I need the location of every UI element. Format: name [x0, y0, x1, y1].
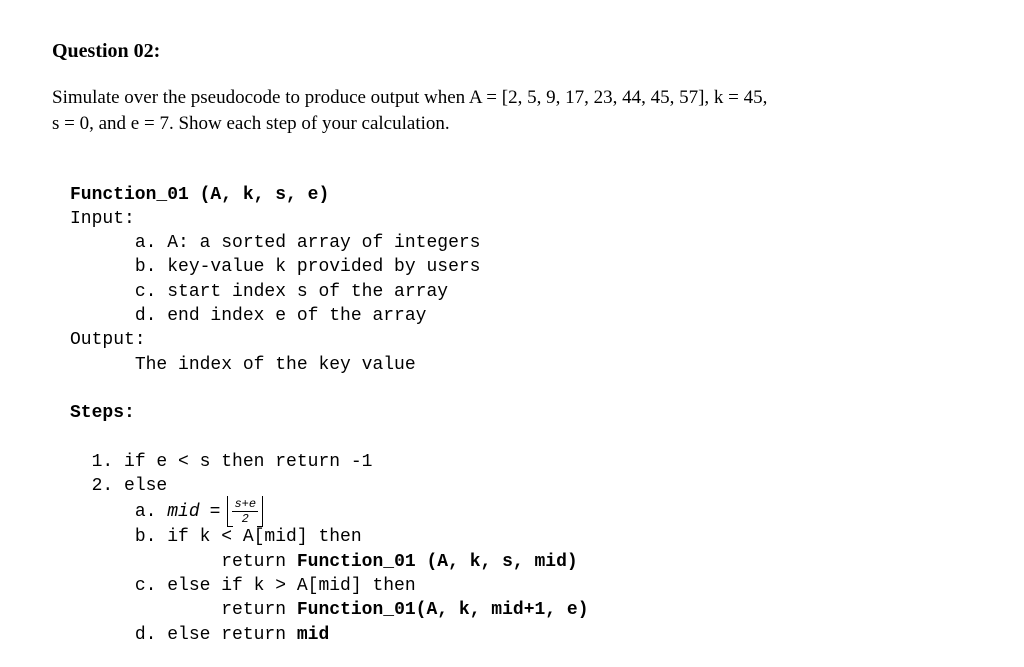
fraction: s+e2: [232, 498, 258, 525]
steps-label: Steps:: [70, 403, 135, 423]
output-label: Output:: [70, 330, 146, 350]
step-2: 2. else: [92, 476, 168, 496]
step-2a-label: a.: [135, 500, 167, 524]
question-prompt: Simulate over the pseudocode to produce …: [52, 85, 972, 136]
pseudocode-block: Function_01 (A, k, s, e) Input: a. A: a …: [52, 158, 972, 647]
output-desc: The index of the key value: [135, 355, 416, 375]
input-d: d. end index e of the array: [135, 306, 427, 326]
prompt-line-1: Simulate over the pseudocode to produce …: [52, 87, 767, 108]
step-2a-mid: mid: [167, 500, 199, 524]
fraction-numerator: s+e: [232, 498, 258, 512]
function-signature: Function_01 (A, k, s, e): [70, 185, 329, 205]
floor-bracket: s+e2: [227, 498, 263, 525]
step-1: 1. if e < s then return -1: [92, 452, 373, 472]
input-b: b. key-value k provided by users: [135, 257, 481, 277]
step-2b-line1: b. if k < A[mid] then: [135, 527, 362, 547]
step-2a: a. mid=s+e2: [135, 498, 264, 525]
input-label: Input:: [70, 209, 135, 229]
fraction-denominator: 2: [232, 512, 258, 525]
input-c: c. start index s of the array: [135, 282, 448, 302]
step-2d: d. else return mid: [135, 625, 329, 645]
step-2b-return: return Function_01 (A, k, s, mid): [221, 552, 577, 572]
question-title: Question 02:: [52, 40, 972, 63]
document-page: Question 02: Simulate over the pseudocod…: [0, 0, 1024, 667]
prompt-line-2: s = 0, and e = 7. Show each step of your…: [52, 113, 450, 134]
step-2c-line1: c. else if k > A[mid] then: [135, 576, 416, 596]
step-2c-return: return Function_01(A, k, mid+1, e): [221, 600, 588, 620]
input-a: a. A: a sorted array of integers: [135, 233, 481, 253]
